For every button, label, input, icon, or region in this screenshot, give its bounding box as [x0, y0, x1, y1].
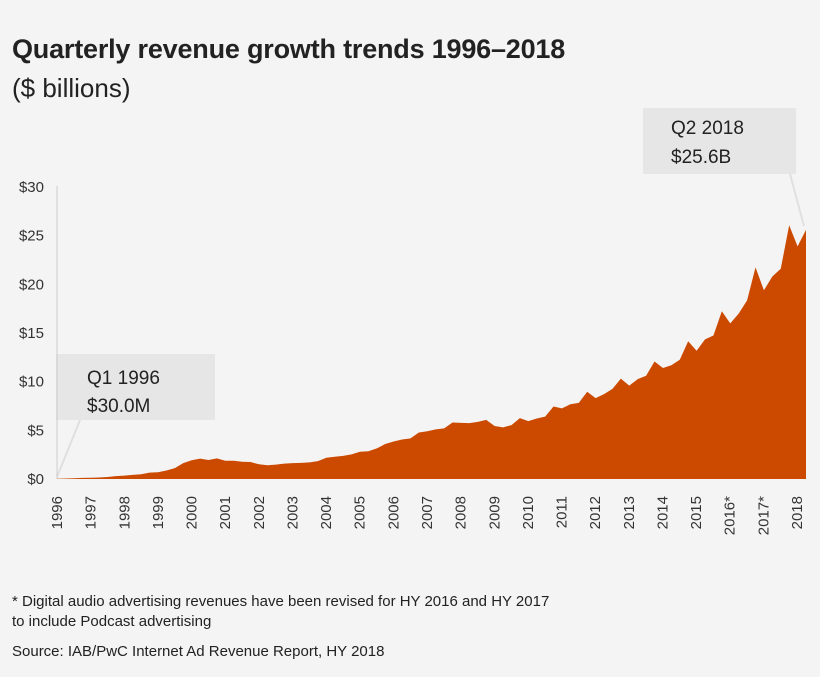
- callout-q2-2018-value: $25.6B: [671, 147, 731, 168]
- footnote: * Digital audio advertising revenues hav…: [12, 592, 712, 632]
- callout-q2-2018-pointer: [789, 173, 805, 227]
- footnote-line-2: to include Podcast advertising: [12, 613, 212, 630]
- x-tick-label: 2018: [789, 496, 806, 529]
- y-tick-label: $15: [19, 325, 44, 342]
- x-tick-label: 2012: [587, 496, 604, 529]
- x-tick-label: 2013: [621, 496, 638, 529]
- x-tick-label: 1996: [49, 496, 66, 529]
- x-tick-label: 2015: [688, 496, 705, 529]
- callout-q1-1996-value: $30.0M: [87, 396, 150, 417]
- x-tick-label: 2010: [520, 496, 537, 529]
- x-tick-label: 2017*: [755, 496, 772, 535]
- x-tick-label: 2014: [654, 496, 671, 529]
- x-tick-label: 2008: [453, 496, 470, 529]
- y-axis-ticks: $0 $5 $10 $15 $20 $25 $30: [19, 179, 44, 488]
- x-tick-label: 2003: [284, 496, 301, 529]
- callout-q2-2018-title: Q2 2018: [671, 118, 744, 139]
- callout-q1-1996-pointer: [56, 419, 81, 478]
- y-tick-label: $10: [19, 374, 44, 391]
- x-tick-label: 1998: [116, 496, 133, 529]
- x-tick-label: 1999: [150, 496, 167, 529]
- revenue-area-chart: Q1 1996 $30.0M Q2 2018 $25.6B $0 $5 $10 $15…: [19, 108, 806, 535]
- x-tick-label: 2006: [385, 496, 402, 529]
- callout-q1-1996-box: [56, 354, 215, 420]
- x-tick-label: 2016*: [722, 496, 739, 535]
- revenue-area: [57, 225, 806, 479]
- x-tick-label: 2007: [419, 496, 436, 529]
- x-tick-label: 1997: [83, 496, 100, 529]
- y-tick-label: $30: [19, 179, 44, 196]
- callout-q2-2018-box: [643, 108, 796, 174]
- y-tick-label: $20: [19, 276, 44, 293]
- x-tick-label: 2005: [352, 496, 369, 529]
- chart-subtitle: ($ billions): [12, 73, 131, 103]
- y-tick-label: $0: [27, 471, 44, 488]
- x-tick-label: 2002: [251, 496, 268, 529]
- source-note: Source: IAB/PwC Internet Ad Revenue Repo…: [12, 643, 385, 660]
- footnote-line-1: * Digital audio advertising revenues hav…: [12, 593, 550, 610]
- y-tick-label: $25: [19, 228, 44, 245]
- x-tick-label: 2011: [554, 496, 571, 528]
- x-tick-label: 2009: [486, 496, 503, 529]
- callout-q1-1996-title: Q1 1996: [87, 368, 160, 389]
- y-tick-label: $5: [27, 422, 44, 439]
- x-tick-label: 2000: [184, 496, 201, 529]
- x-tick-label: 2001: [217, 496, 234, 529]
- x-tick-label: 2004: [318, 496, 335, 529]
- x-axis-ticks: 1996 1997 1998 1999 2000 2001 2002 2003 2004 2005…: [49, 496, 806, 535]
- callouts: Q1 1996 $30.0M Q2 2018 $25.6B: [56, 108, 805, 478]
- chart-title: Quarterly revenue growth trends 1996–201…: [12, 34, 566, 64]
